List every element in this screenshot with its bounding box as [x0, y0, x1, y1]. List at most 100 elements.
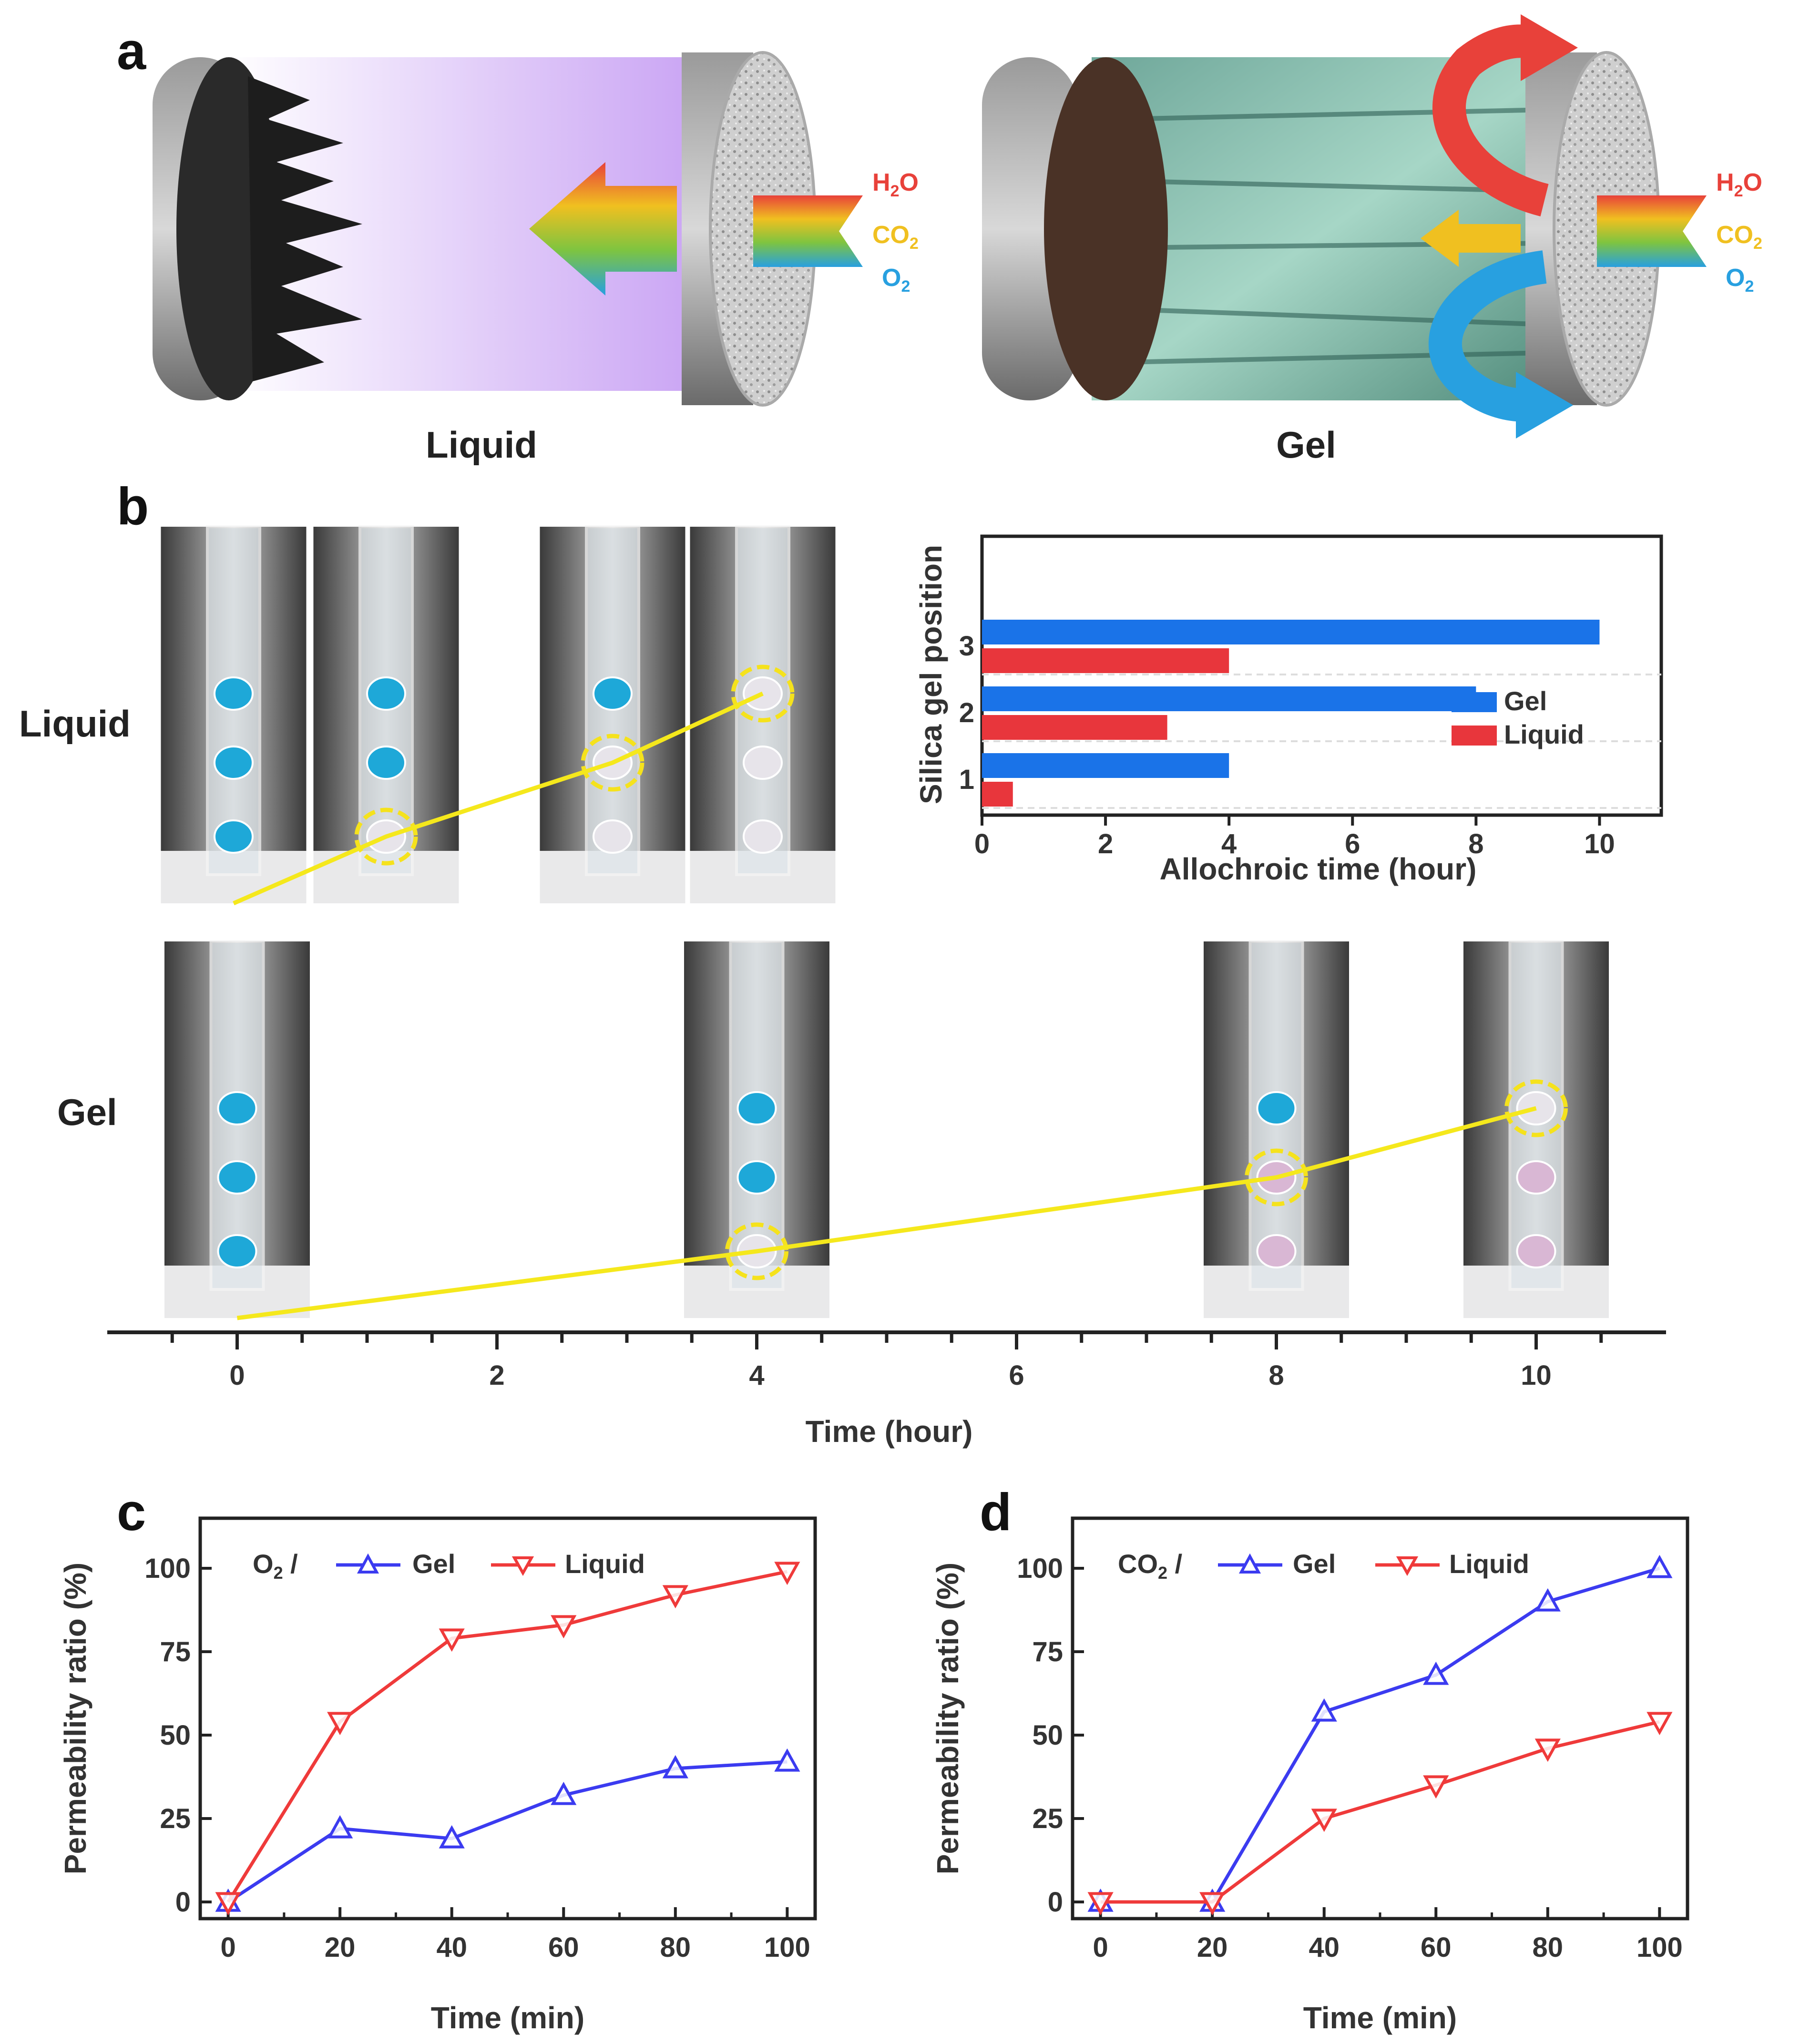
- gel-gas-label-o2: O2: [1726, 264, 1754, 296]
- inset-legend-label: Liquid: [1504, 719, 1584, 749]
- gel-gas-labels: H2O CO2 O2: [1716, 169, 1762, 296]
- time-axis-label: Time (hour): [806, 1414, 973, 1449]
- time-tick-label: 2: [489, 1360, 504, 1391]
- chart-d-x-tick-label: 80: [1533, 1932, 1564, 1963]
- chart-c-y-tick-label: 25: [160, 1803, 191, 1834]
- chart-c-marker-gel: [774, 1748, 800, 1772]
- chart-d-frame: [1071, 1516, 1689, 1921]
- chart-c-y-tick-label: 100: [144, 1553, 191, 1584]
- chart-d-legend: CO2 / Gel Liquid: [1118, 1549, 1529, 1583]
- chart-c-legend-gas: O2 /: [253, 1549, 298, 1583]
- chart-c-marker-liquid: [327, 1712, 353, 1736]
- row-label-gel: Gel: [57, 1091, 117, 1133]
- gel-tube-photos: [164, 940, 1609, 1318]
- chart-c-x-tick-label: 20: [325, 1932, 356, 1963]
- chart-d-legend-gas: CO2 /: [1118, 1549, 1183, 1583]
- inset-bar-liquid: [982, 715, 1167, 740]
- chart-c-marker-gel: [327, 1815, 353, 1839]
- chart-d-marker-liquid: [1199, 1892, 1226, 1916]
- caption-gel: Gel: [1276, 424, 1336, 466]
- gel-tube-1-silica-bead: [736, 1160, 777, 1195]
- gel-blue-arrowhead: [1516, 372, 1573, 439]
- chart-c-marker-gel: [662, 1755, 688, 1778]
- chart-c-legend: O2 / Gel Liquid: [253, 1549, 645, 1583]
- chart-c-x-tick-label: 0: [221, 1932, 236, 1963]
- inset-legend-swatch: [1452, 692, 1497, 712]
- chart-c-x-tick-label: 60: [548, 1932, 579, 1963]
- inset-legend-swatch: [1452, 726, 1497, 746]
- chart-d-x-tick-label: 40: [1309, 1932, 1340, 1963]
- chart-d-x-tick-label: 0: [1093, 1932, 1108, 1963]
- gel-cell-illustration: [982, 14, 1707, 439]
- liquid-tube-1-highlight-circle: [354, 807, 418, 866]
- time-tick-label: 6: [1009, 1360, 1024, 1391]
- liquid-gas-arrow-in: [753, 195, 863, 267]
- liquid-tube-3-highlight-circle: [731, 664, 795, 723]
- gel-tube-1-highlight-circle: [725, 1222, 788, 1280]
- chart-c-y-label: Permeability ratio (%): [58, 1563, 92, 1874]
- liquid-tube-1-silica-bead: [366, 746, 406, 780]
- liquid-tube-0-silica-bead: [214, 746, 254, 780]
- gel-yellow-pass-arrow: [1421, 210, 1521, 267]
- dendrite-spikes: [248, 76, 362, 381]
- time-axis: 0 2 4 6 8 10: [107, 1330, 1666, 1391]
- liquid-tube-2-silica-bead: [593, 676, 633, 711]
- chart-c-y-tick-label: 0: [175, 1887, 191, 1918]
- chart-d: 0 20 40 60 80 100 0 25 50 75 100: [1017, 1516, 1689, 1963]
- inset-bar-gel: [982, 620, 1600, 644]
- row-label-liquid: Liquid: [19, 703, 131, 745]
- gel-tube-0-silica-bead: [217, 1091, 257, 1125]
- inset-bar-liquid: [982, 782, 1013, 807]
- gel-blue-deflect-arrow: [1428, 250, 1547, 422]
- panel-label-c: c: [117, 1483, 146, 1542]
- inset-legend-label: Gel: [1504, 686, 1547, 716]
- inset-bar-gel: [982, 753, 1229, 778]
- liquid-tube-1-silica-bead: [366, 676, 406, 711]
- chart-d-y-label: Permeability ratio (%): [931, 1563, 965, 1874]
- gel-tube-3-silica-bead: [1516, 1160, 1556, 1195]
- chart-d-marker-gel: [1534, 1588, 1561, 1612]
- gel-tube-0-silica-bead: [217, 1160, 257, 1195]
- caption-liquid: Liquid: [426, 424, 537, 466]
- chart-c-legend-gel-label: Gel: [412, 1549, 455, 1579]
- gel-tube-3-silica-bead: [1516, 1234, 1556, 1268]
- chart-c-marker-gel: [551, 1781, 577, 1805]
- gas-label-co2: CO2: [872, 221, 919, 253]
- time-tick-label: 8: [1268, 1360, 1284, 1391]
- inset-y-tick-label: 3: [959, 631, 974, 662]
- gel-gas-label-h2o: H2O: [1716, 169, 1762, 200]
- inset-bar-gel: [982, 686, 1476, 711]
- chart-d-y-tick-label: 25: [1032, 1803, 1063, 1834]
- inset-x-tick-label: 10: [1584, 828, 1615, 859]
- chart-c-x-tick-label: 100: [764, 1932, 810, 1963]
- chart-d-marker-gel: [1423, 1661, 1449, 1685]
- chart-d-marker-gel: [1647, 1554, 1673, 1578]
- chart-d-marker-liquid: [1534, 1738, 1561, 1762]
- liquid-tube-photos: [161, 525, 836, 903]
- chart-d-legend-liquid-label: Liquid: [1449, 1549, 1529, 1579]
- chart-d-x-tick-label: 20: [1197, 1932, 1228, 1963]
- inset-y-tick-label: 2: [959, 697, 974, 728]
- inset-x-tick-label: 4: [1221, 828, 1237, 859]
- gel-red-deflect-arrow: [1432, 24, 1549, 216]
- chart-c-marker-liquid: [774, 1562, 800, 1585]
- chart-c-legend-liquid-marker: [511, 1556, 534, 1576]
- liquid-tube-2-highlight-circle: [581, 734, 644, 792]
- inset-y-label: Silica gel position: [914, 545, 948, 804]
- chart-d-y-tick-label: 100: [1017, 1553, 1063, 1584]
- chart-c-y-tick-label: 50: [160, 1720, 191, 1751]
- liquid-tube-3-silica-bead: [743, 819, 783, 854]
- liquid-tube-0-silica-bead: [214, 676, 254, 711]
- chart-d-x-label: Time (min): [1303, 2001, 1457, 2035]
- chart-d-x-tick-label: 100: [1636, 1932, 1683, 1963]
- liquid-gas-arrow-out: [529, 162, 677, 296]
- liquid-tube-2-silica-bead: [593, 819, 633, 854]
- chart-d-y-tick-label: 75: [1032, 1636, 1063, 1667]
- panel-label-a: a: [117, 22, 146, 81]
- gas-label-o2: O2: [882, 264, 910, 296]
- gas-label-h2o: H2O: [872, 169, 919, 200]
- chart-d-legend-gel-label: Gel: [1293, 1549, 1336, 1579]
- chart-c-x-tick-label: 40: [436, 1932, 467, 1963]
- chart-d-marker-gel: [1311, 1698, 1337, 1722]
